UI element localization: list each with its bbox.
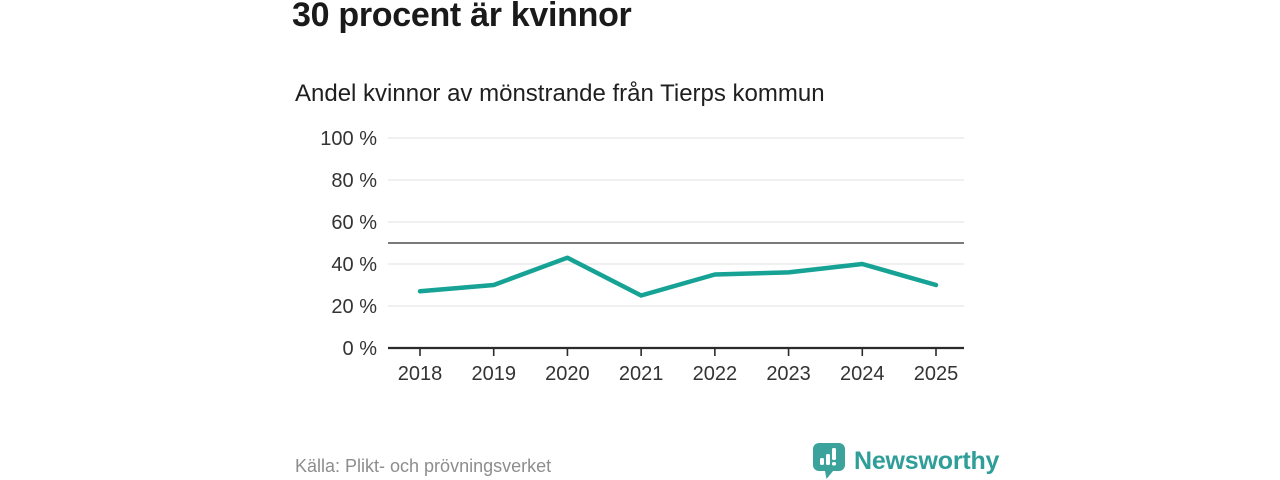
x-axis-label: 2024	[840, 363, 885, 385]
newsworthy-logo: Newsworthy	[812, 442, 999, 480]
chart-subtitle: Andel kvinnor av mönstrande från Tierps …	[295, 80, 825, 107]
y-axis-label: 40 %	[331, 254, 377, 276]
x-axis-label: 2021	[619, 363, 664, 385]
newsworthy-logo-icon	[813, 443, 845, 479]
y-axis-label: 20 %	[331, 296, 377, 318]
x-axis-label: 2023	[766, 363, 811, 385]
x-axis-label: 2018	[398, 363, 443, 385]
source-note: Källa: Plikt- och prövningsverket	[295, 456, 552, 476]
y-axis-label: 60 %	[331, 212, 377, 234]
data-line	[417, 255, 939, 298]
x-axis-label: 2025	[914, 363, 959, 385]
x-axis-label: 2019	[471, 363, 516, 385]
x-axis-label: 2020	[545, 363, 590, 385]
line-chart: 0 % 20 % 40 % 60 % 80 % 100 % 2018 2019 2020 2021…	[320, 128, 964, 385]
x-axis-label: 2022	[693, 363, 738, 385]
y-axis-label: 0 %	[343, 338, 378, 360]
chart-title: 30 procent är kvinnor	[292, 0, 632, 34]
brand-name: Newsworthy	[854, 446, 1000, 475]
y-axis-label: 80 %	[331, 170, 377, 192]
y-axis-label: 100 %	[320, 128, 377, 150]
